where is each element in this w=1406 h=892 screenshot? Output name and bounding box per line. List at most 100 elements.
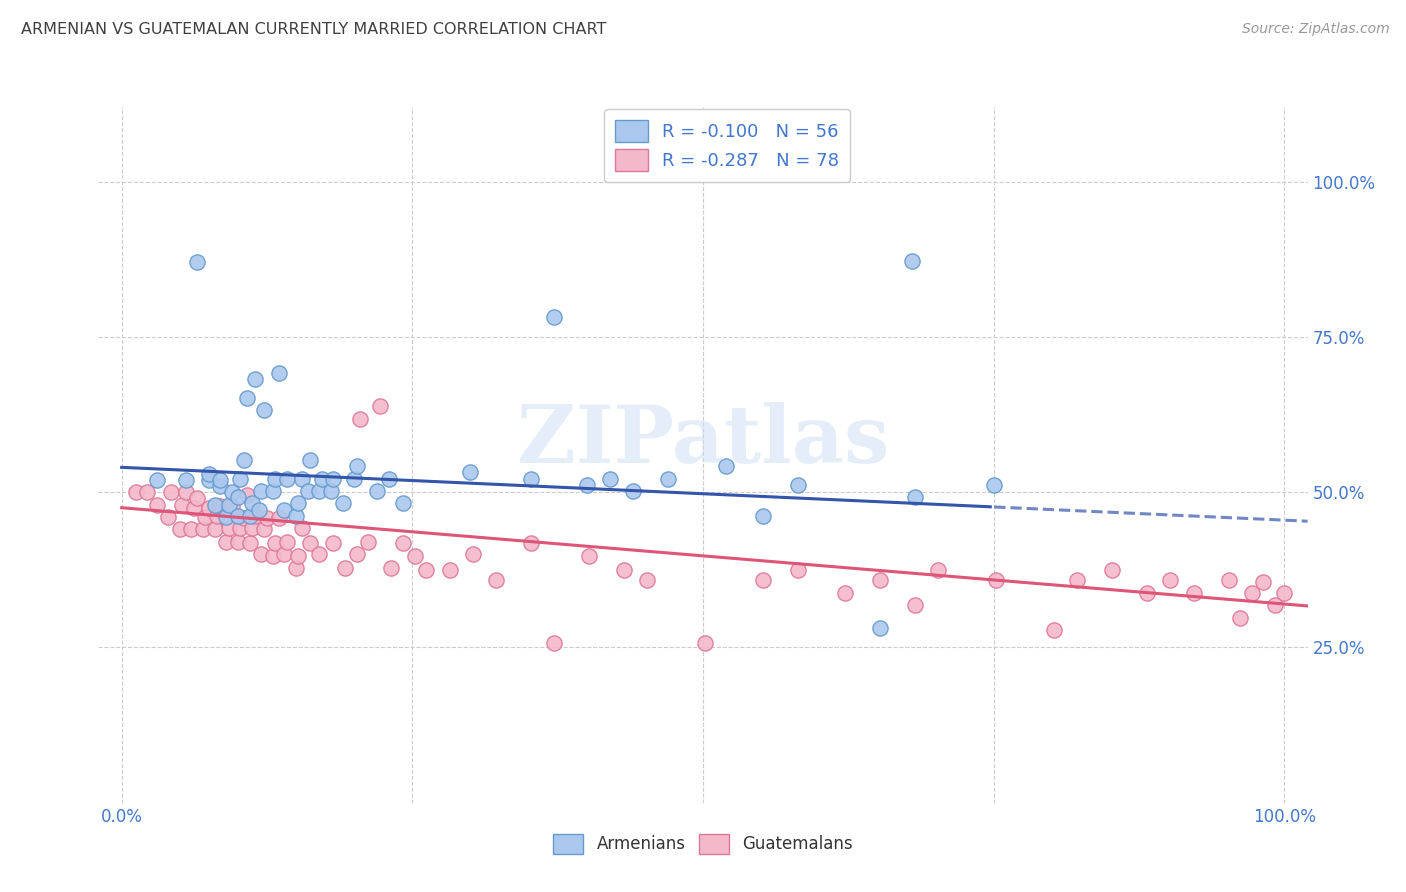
Point [198,500,221,515]
Point [543,310,565,324]
Point [226,508,249,523]
Point [252,403,274,417]
Point [901,254,924,268]
Point [221,485,243,500]
Point [209,473,232,487]
Point [461,547,484,561]
Point [209,499,232,513]
Point [520,536,543,550]
Point [232,511,254,525]
Text: ZIPatlas: ZIPatlas [517,402,889,480]
Point [287,496,309,510]
Point [174,485,197,500]
Point [215,510,238,524]
Point [218,521,240,535]
Point [787,477,810,491]
Point [1218,574,1240,588]
Point [204,498,226,512]
Point [578,549,600,563]
Point [245,372,267,386]
Point [239,536,262,550]
Point [368,400,391,414]
Point [869,621,891,635]
Point [904,599,927,613]
Point [204,523,226,537]
Point [218,498,240,512]
Point [267,511,290,525]
Point [194,510,217,524]
Point [415,563,437,577]
Point [346,459,368,474]
Point [520,471,543,485]
Point [240,496,263,510]
Point [1253,575,1275,590]
Point [205,508,228,523]
Point [291,521,314,535]
Point [439,563,461,577]
Point [752,508,775,523]
Point [1043,623,1066,637]
Point [349,412,371,426]
Point [267,366,290,380]
Point [346,547,368,561]
Point [229,521,252,535]
Legend: Armenians, Guatemalans: Armenians, Guatemalans [547,827,859,861]
Point [984,574,1007,588]
Point [209,479,232,493]
Point [186,491,208,506]
Point [392,536,415,550]
Point [236,488,259,502]
Point [276,471,298,485]
Point [276,535,298,549]
Point [145,498,167,512]
Point [1272,586,1295,600]
Point [636,574,658,588]
Point [232,453,254,467]
Point [136,485,159,500]
Point [404,549,426,563]
Point [264,471,287,485]
Point [322,536,344,550]
Point [262,549,284,563]
Point [333,561,356,575]
Point [1240,586,1263,600]
Point [657,471,679,485]
Point [172,498,194,512]
Point [575,477,598,491]
Point [343,471,366,485]
Point [366,483,388,498]
Point [378,471,401,485]
Point [357,535,380,549]
Point [169,523,191,537]
Point [927,563,949,577]
Text: Source: ZipAtlas.com: Source: ZipAtlas.com [1241,22,1389,37]
Point [174,473,197,487]
Point [299,536,322,550]
Point [716,459,738,474]
Point [1229,610,1251,624]
Point [262,483,284,498]
Point [215,535,238,549]
Point [485,574,508,588]
Point [1159,574,1181,588]
Point [621,483,644,498]
Point [240,521,263,535]
Point [229,471,252,485]
Point [543,635,565,649]
Point [124,485,146,500]
Point [460,466,482,480]
Point [273,547,295,561]
Point [285,508,308,523]
Point [904,490,927,504]
Point [332,496,354,510]
Point [250,547,273,561]
Point [159,485,181,500]
Text: ARMENIAN VS GUATEMALAN CURRENTLY MARRIED CORRELATION CHART: ARMENIAN VS GUATEMALAN CURRENTLY MARRIED… [21,22,606,37]
Point [252,523,274,537]
Point [239,508,262,523]
Point [1182,586,1205,600]
Point [250,483,273,498]
Point [787,563,810,577]
Point [221,499,243,513]
Point [145,473,167,487]
